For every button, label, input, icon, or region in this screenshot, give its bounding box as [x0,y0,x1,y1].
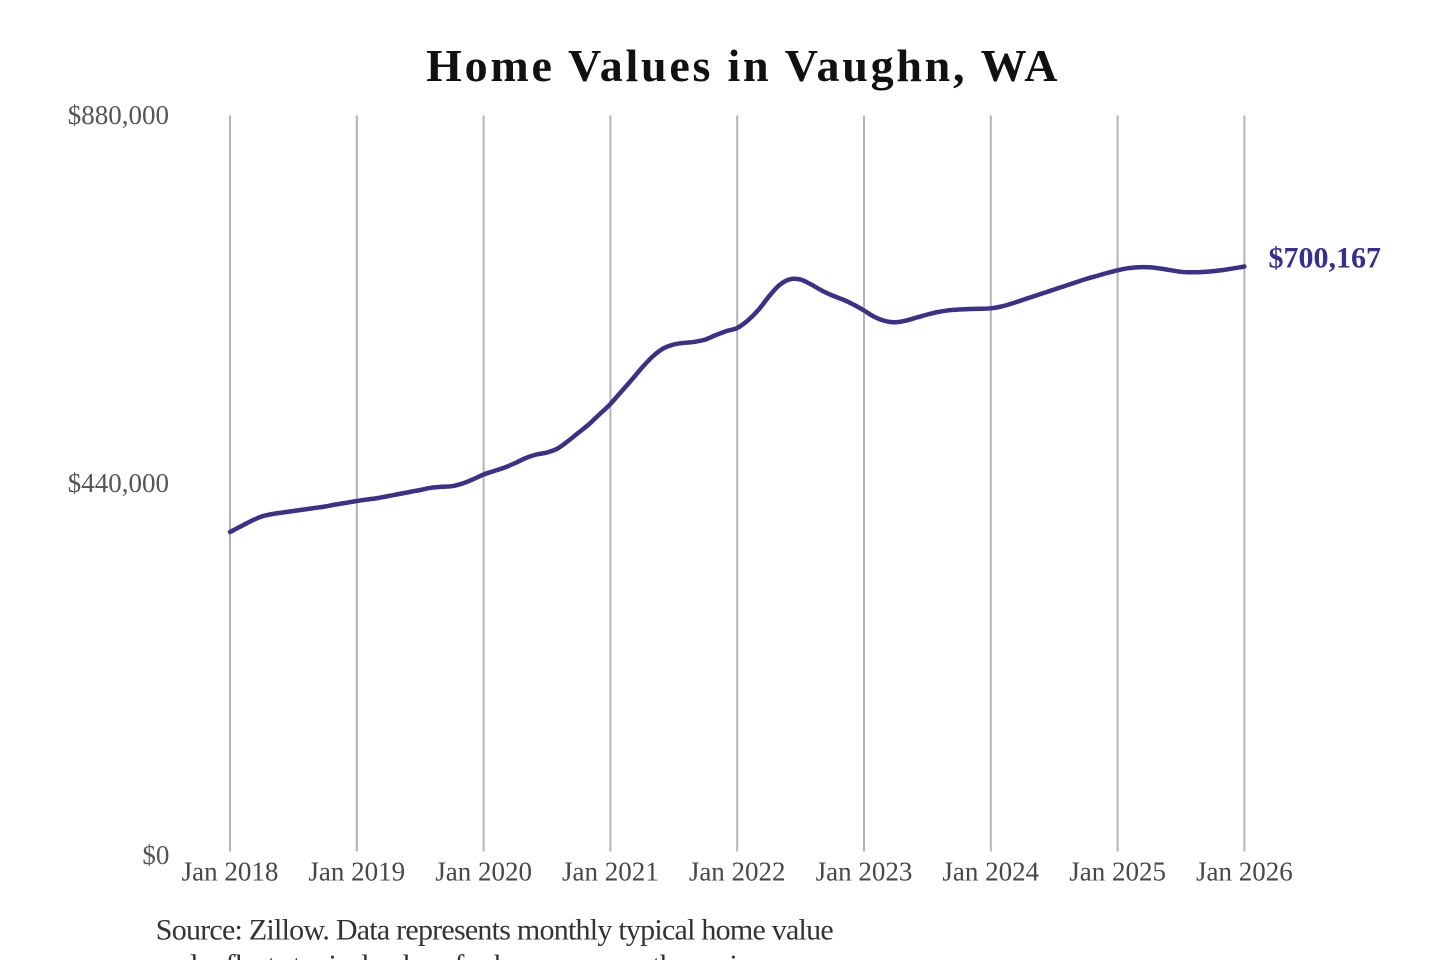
svg-text:Jan 2018: Jan 2018 [182,857,279,887]
svg-text:Jan 2025: Jan 2025 [1069,857,1166,887]
svg-text:Jan 2021: Jan 2021 [562,857,659,887]
svg-text:$0: $0 [142,840,169,870]
svg-text:Jan 2026: Jan 2026 [1196,857,1293,887]
svg-text:Jan 2024: Jan 2024 [942,857,1039,887]
svg-text:Jan 2020: Jan 2020 [435,857,532,887]
svg-text:$880,000: $880,000 [68,100,169,130]
svg-text:Source: Zillow. Data represent: Source: Zillow. Data represents monthly … [156,914,834,947]
svg-text:Jan 2019: Jan 2019 [308,857,405,887]
svg-text:and reflects typical values fo: and reflects typical values for homes ac… [156,949,766,960]
svg-text:Jan 2022: Jan 2022 [689,857,786,887]
svg-text:Home Values in Vaughn, WA: Home Values in Vaughn, WA [426,40,1060,91]
svg-text:$700,167: $700,167 [1269,242,1382,275]
svg-text:Jan 2023: Jan 2023 [816,857,913,887]
svg-text:$440,000: $440,000 [68,468,169,498]
